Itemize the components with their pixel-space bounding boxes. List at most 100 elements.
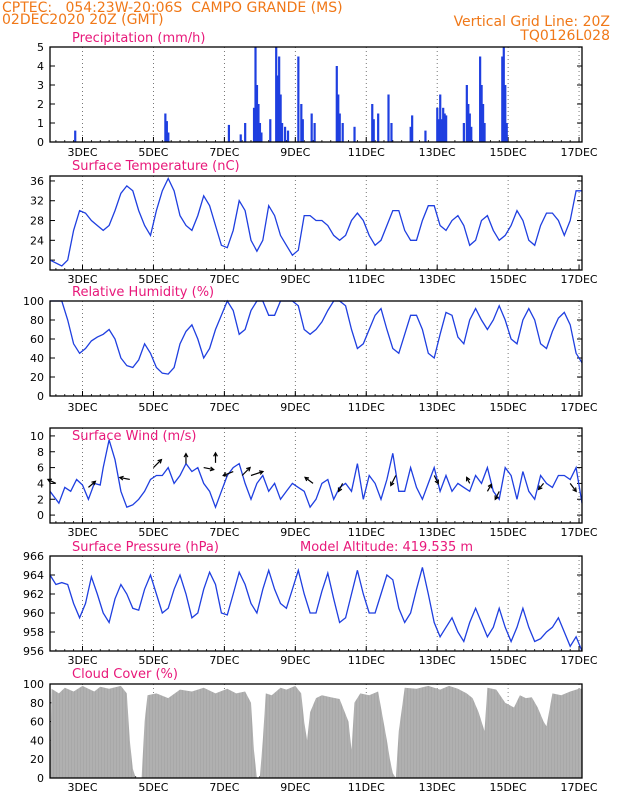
x-tick-label: 11DEC — [348, 654, 385, 667]
y-tick-label: 2 — [37, 493, 44, 506]
x-tick-label: 5DEC — [138, 654, 168, 667]
x-tick-label: 13DEC — [419, 526, 456, 539]
precip-bar — [465, 85, 468, 142]
wind-arrow-head — [246, 466, 251, 472]
precip-bar — [501, 56, 504, 142]
precip-bar — [502, 47, 505, 142]
precip-bar — [341, 123, 344, 142]
panel-frame — [49, 427, 583, 524]
precip-bar — [353, 126, 356, 142]
x-tick-label: 15DEC — [490, 654, 527, 667]
wind-arrow-head — [494, 495, 499, 501]
y-tick-label: 20 — [30, 371, 44, 384]
precip-bar — [281, 123, 284, 142]
precip-bar — [377, 113, 380, 142]
y-tick-label: 20 — [30, 753, 44, 766]
precip-bar — [300, 104, 303, 142]
wind-arrow — [494, 491, 500, 500]
x-tick-label: 17DEC — [560, 526, 597, 539]
model-altitude: Model Altitude: 419.535 m — [300, 540, 473, 555]
x-tick-label: 3DEC — [67, 781, 97, 794]
precip-bar — [483, 123, 486, 142]
precip-bar — [445, 115, 448, 142]
x-tick-label: 5DEC — [138, 781, 168, 794]
precip-bar — [504, 85, 507, 142]
chart-header: CPTEC: 054:23W-20:06S CAMPO GRANDE (MS) … — [0, 0, 618, 46]
x-tick-label: 11DEC — [348, 781, 385, 794]
precip-bar — [440, 119, 443, 142]
x-tick-label: 9DEC — [280, 781, 310, 794]
precip-bar — [286, 130, 290, 142]
precip-bar — [301, 119, 304, 142]
precip-bar — [481, 104, 485, 142]
x-tick-label: 13DEC — [419, 146, 456, 159]
panel-title: Precipitation (mm/h) — [72, 31, 205, 46]
series-line — [49, 439, 583, 510]
y-tick-label: 960 — [23, 607, 44, 620]
grid-note: Vertical Grid Line: 20Z — [453, 14, 610, 30]
x-tick-label: 5DEC — [138, 146, 168, 159]
x-tick-label: 15DEC — [490, 273, 527, 286]
x-tick-label: 9DEC — [280, 401, 310, 414]
y-tick-label: 32 — [30, 195, 44, 208]
x-tick-label: 11DEC — [348, 146, 385, 159]
wind-arrow-head — [183, 452, 189, 458]
x-tick-label: 15DEC — [490, 401, 527, 414]
precip-bar — [165, 121, 168, 142]
precip-bar — [164, 113, 167, 142]
x-tick-label: 3DEC — [67, 401, 97, 414]
wind-arrow — [304, 476, 314, 484]
precip-bar — [278, 56, 281, 142]
series-line — [49, 176, 582, 267]
precip-bar — [470, 126, 473, 142]
wind-arrow — [223, 470, 234, 477]
panel-frame — [49, 46, 583, 143]
panel-frame — [49, 555, 583, 652]
x-tick-label: 3DEC — [67, 146, 97, 159]
y-tick-label: 966 — [23, 550, 44, 563]
wind-arrow — [338, 483, 344, 492]
precip-bar — [387, 94, 390, 142]
station-line: CPTEC: 054:23W-20:06S CAMPO GRANDE (MS) — [2, 0, 343, 16]
wind-arrow — [486, 484, 492, 492]
y-tick-label: 8 — [37, 446, 44, 459]
y-tick-label: 0 — [37, 509, 44, 522]
x-tick-label: 17DEC — [560, 781, 597, 794]
model-code: TQ0126L028 — [520, 28, 610, 44]
y-tick-label: 0 — [37, 772, 44, 785]
x-tick-label: 11DEC — [348, 526, 385, 539]
x-tick-label: 7DEC — [209, 781, 239, 794]
x-tick-label: 15DEC — [490, 526, 527, 539]
y-tick-label: 2 — [37, 98, 44, 111]
wind-arrow-head — [304, 476, 310, 482]
wind-arrow-head — [222, 472, 228, 477]
wind-arrow — [569, 483, 577, 492]
x-tick-label: 9DEC — [280, 273, 310, 286]
wind-arrow-head — [465, 476, 471, 482]
x-tick-label: 15DEC — [490, 781, 527, 794]
precip-bar — [269, 119, 272, 142]
panel-title: Surface Wind (m/s) — [72, 429, 196, 444]
wind-arrow-head — [487, 483, 493, 489]
precip-bar — [244, 123, 247, 142]
x-tick-label: 3DEC — [67, 654, 97, 667]
wind-arrow-head — [157, 458, 163, 464]
precip-bar — [338, 113, 341, 142]
y-tick-label: 40 — [30, 352, 44, 365]
series-line — [49, 567, 583, 652]
precip-bar — [297, 56, 300, 142]
precip-bar — [462, 123, 465, 142]
precip-bar — [443, 113, 446, 142]
wind-arrow — [88, 480, 96, 488]
y-tick-label: 0 — [37, 390, 44, 403]
precip-bar — [479, 56, 482, 142]
x-tick-label: 7DEC — [209, 526, 239, 539]
precip-bar — [283, 126, 287, 142]
x-tick-label: 17DEC — [560, 654, 597, 667]
precip-bar — [276, 75, 279, 142]
precip-bar — [167, 132, 170, 142]
panel-frame — [49, 175, 583, 271]
y-tick-label: 10 — [30, 430, 44, 443]
y-tick-label: 6 — [37, 462, 44, 475]
